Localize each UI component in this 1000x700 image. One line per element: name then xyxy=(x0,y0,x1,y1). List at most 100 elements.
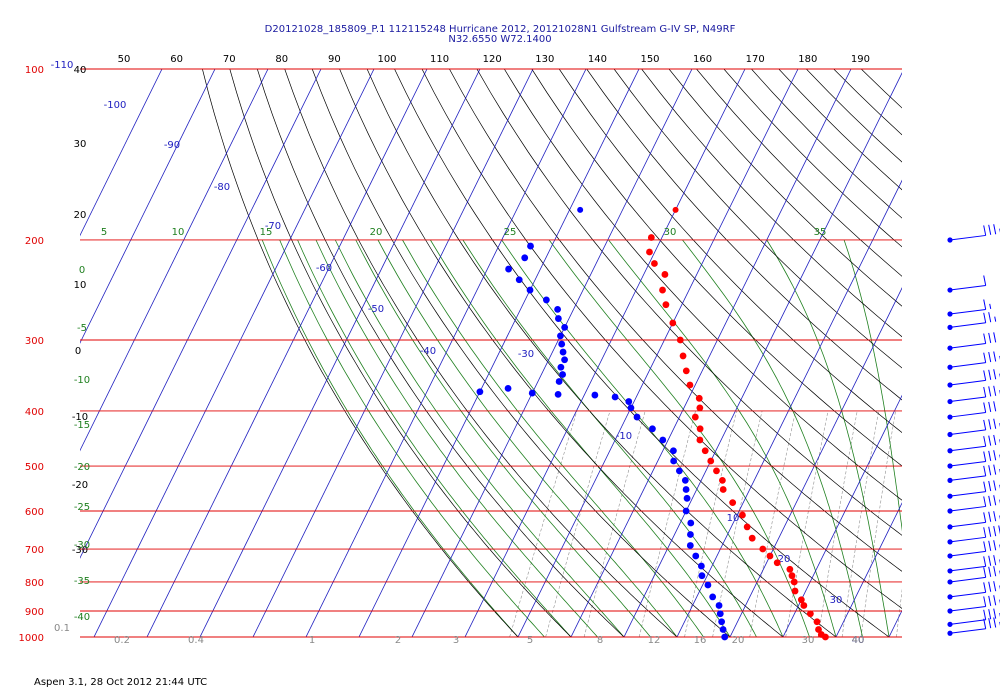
mixing-ratio-label: 12 xyxy=(648,635,661,646)
wind-barb-feather xyxy=(993,401,997,412)
wind-barb xyxy=(947,525,1000,545)
moist-adiabat-line xyxy=(297,239,572,637)
wind-barb xyxy=(947,434,1000,454)
wind-barb-feather xyxy=(993,369,997,380)
chart-subtitle: N32.6550 W72.1400 xyxy=(448,34,552,45)
pressure-tick-label: 200 xyxy=(25,236,44,247)
temperature-point xyxy=(791,587,799,595)
dewpoint-point xyxy=(627,404,635,412)
wind-barb-feather xyxy=(988,480,992,492)
dewpoint-point xyxy=(721,633,729,641)
top-scale-label: 110 xyxy=(430,54,449,65)
wind-barb-feather xyxy=(988,526,992,537)
dry-adiabat-line xyxy=(421,69,902,609)
wind-barb xyxy=(947,608,1000,627)
top-scale-label: 120 xyxy=(483,54,502,65)
wind-barb-staff xyxy=(949,460,986,467)
dry-adiabat-line xyxy=(284,69,678,637)
wind-barb-feather xyxy=(983,609,987,620)
top-scale-label: 170 xyxy=(746,54,765,65)
isotherm-line xyxy=(199,69,481,637)
pressure-tick-label: 400 xyxy=(25,407,44,418)
mixing-ratio-label: 30 xyxy=(802,635,815,646)
isotherms xyxy=(80,69,902,637)
mixing-ratio-lines xyxy=(509,410,902,637)
wind-barb-feather xyxy=(983,352,987,363)
isotherm-line xyxy=(464,69,746,637)
wind-barb-feather xyxy=(993,480,997,491)
wind-barb xyxy=(947,511,1000,530)
wind-barb xyxy=(947,401,997,420)
wind-barb-feather xyxy=(988,566,992,577)
temperature-point xyxy=(679,352,687,360)
dry-adiabat-line xyxy=(668,69,902,307)
moist-adiabat-line xyxy=(905,240,942,637)
dewpoint-point xyxy=(697,562,705,570)
wind-barb-feather xyxy=(993,581,997,592)
dry-adiabat-line xyxy=(366,69,837,637)
wind-barb xyxy=(947,299,992,317)
dewpoint-point xyxy=(611,393,619,401)
temperature-point xyxy=(790,578,798,586)
dry-adiabat-line xyxy=(833,69,902,136)
dewpoint-point xyxy=(681,476,689,484)
wind-barb xyxy=(947,332,997,351)
wind-barb-feather xyxy=(983,582,987,593)
wind-barb-feather xyxy=(983,436,987,447)
pressure-tick-label: 300 xyxy=(25,336,44,347)
moist-adiabat-label: -20 xyxy=(74,462,90,473)
wind-barb-feather xyxy=(988,495,992,506)
top-scale-extra-label: 40 xyxy=(74,65,87,76)
wind-barb-staff xyxy=(949,536,986,543)
pressure-tick-label: 100 xyxy=(25,65,44,76)
isotherm-label: 40 xyxy=(852,635,865,646)
mixing-ratio-line xyxy=(583,410,646,637)
isotherm-line xyxy=(517,69,799,637)
wind-barb-feather xyxy=(983,312,987,323)
temperature-point xyxy=(696,404,704,412)
isobars xyxy=(80,68,902,638)
wind-barb-staff xyxy=(949,285,986,291)
wind-barb-feather xyxy=(988,419,992,430)
dewpoint-point xyxy=(559,371,567,378)
wind-barb-station xyxy=(947,621,953,627)
top-scale-label: 80 xyxy=(275,54,288,65)
isotherm-label: 20 xyxy=(778,554,791,565)
temperature-point xyxy=(676,336,684,344)
dewpoint-point xyxy=(718,618,726,626)
isotherm-label: -30 xyxy=(518,349,534,360)
top-scale-label: 150 xyxy=(640,54,659,65)
moist-adiabat-line xyxy=(682,239,863,637)
dewpoint-point xyxy=(555,378,563,385)
wind-barb-feather xyxy=(988,351,992,363)
moist-adiabat-label: 0 xyxy=(79,265,85,276)
dewpoint-point xyxy=(521,254,529,262)
wind-barb-feather xyxy=(993,224,997,235)
wind-barb-staff xyxy=(949,379,986,386)
wind-barb-staff xyxy=(949,362,986,368)
dry-adiabat-line xyxy=(449,69,902,572)
wind-barb-station xyxy=(947,630,953,636)
dewpoint-point xyxy=(719,626,727,633)
wind-barb-staff xyxy=(949,322,986,328)
wind-barb-feather xyxy=(988,540,992,551)
wind-barb xyxy=(947,312,997,330)
isotherm-label: -100 xyxy=(104,100,127,111)
wind-barb-staff xyxy=(949,550,986,557)
mixing-ratio-label: 16 xyxy=(694,635,707,646)
isotherm-line xyxy=(305,69,587,637)
moist-adiabat-label: -10 xyxy=(74,375,90,386)
moist-adiabat-label: -35 xyxy=(74,576,90,587)
mixing-ratio-label: 2 xyxy=(395,635,401,646)
mixing-ratio-line xyxy=(749,410,796,637)
wind-barb-feather xyxy=(983,527,987,538)
dewpoint-point xyxy=(561,356,568,364)
moist-adiabat-line xyxy=(261,239,519,637)
wind-barb-station xyxy=(947,579,953,585)
wind-barb-staff xyxy=(949,505,986,512)
temperature-point xyxy=(646,248,653,256)
isotherm-line xyxy=(80,69,269,452)
temperature-point xyxy=(686,381,694,389)
temperature-point xyxy=(788,572,796,580)
